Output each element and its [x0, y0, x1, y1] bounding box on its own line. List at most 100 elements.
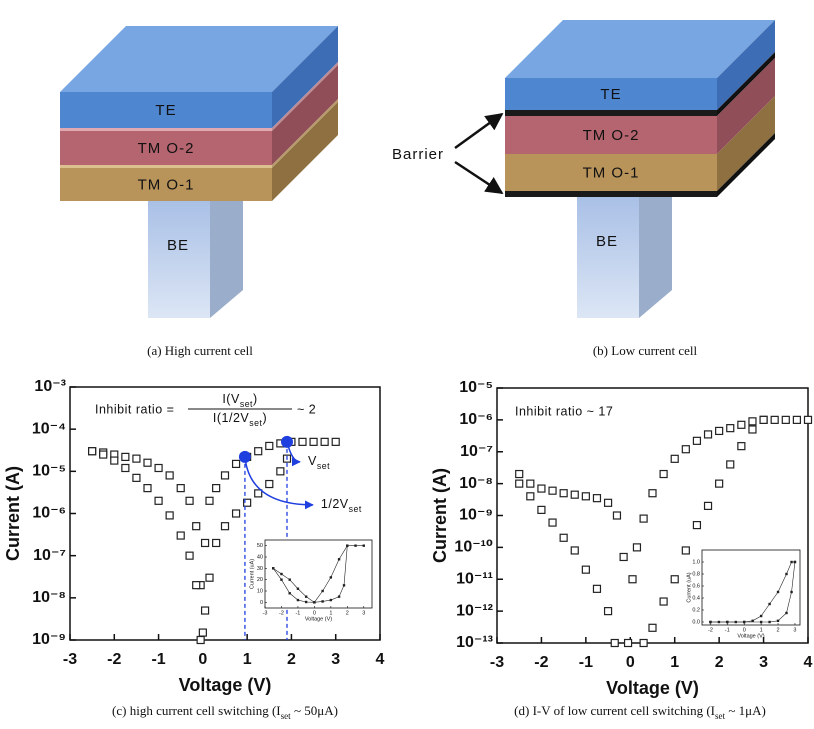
data-point	[581, 565, 590, 574]
data-point	[781, 415, 790, 424]
data-point	[592, 494, 602, 503]
highlight-arrow	[244, 456, 314, 510]
data-point	[603, 498, 613, 507]
data-point	[196, 635, 205, 645]
data-point	[192, 581, 201, 590]
inset-point	[296, 587, 300, 590]
layer-front	[60, 92, 272, 128]
layer-front	[60, 168, 272, 201]
inset-frame	[701, 549, 801, 626]
layer-side	[272, 65, 338, 165]
data-point	[132, 454, 141, 463]
data-point	[692, 436, 702, 445]
x-axis-title: Voltage (V)	[606, 678, 699, 698]
layer-side	[717, 58, 775, 154]
data-point	[703, 430, 713, 439]
inset-point	[726, 620, 729, 624]
data-point	[220, 471, 230, 480]
inset-y-tick-label: 0.0	[692, 619, 700, 625]
x-tick-label: 1	[243, 651, 252, 668]
inset-point	[759, 614, 763, 618]
inset-y-tick-label: 50	[257, 543, 263, 549]
layer-label: TM O-2	[583, 127, 640, 144]
inset-x-tick-label: -1	[725, 627, 730, 633]
y-tick-label: 10⁻⁷	[33, 547, 66, 564]
data-point	[212, 484, 221, 493]
inset-y-tick-label: 30	[257, 566, 263, 572]
layer-side	[272, 26, 338, 128]
ratio-denominator: I(1/2Vset)	[213, 411, 267, 428]
data-point	[570, 546, 579, 555]
x-tick-label: -3	[490, 654, 504, 671]
pillar-side	[639, 197, 672, 318]
x-tick-label: -1	[579, 654, 593, 671]
x-tick-label: 4	[804, 654, 813, 671]
inset-point	[288, 592, 291, 595]
inset-y-tick-label: 0.8	[692, 571, 700, 577]
inset-point	[709, 620, 712, 624]
data-point	[770, 415, 779, 424]
data-point	[212, 538, 221, 548]
data-point	[612, 511, 622, 520]
highlight-label-part: 1/2V	[321, 497, 349, 511]
inset-x-tick-label: -3	[263, 610, 268, 616]
inset-y-tick-label: 0.2	[692, 607, 700, 613]
layer-side	[717, 133, 775, 197]
data-point	[231, 509, 241, 518]
y-tick-label: 10⁻¹¹	[456, 570, 493, 587]
layer-front	[60, 165, 272, 168]
data-point	[320, 437, 329, 446]
data-point	[715, 426, 724, 436]
data-point	[205, 573, 214, 582]
data-point	[648, 623, 657, 632]
data-point	[198, 628, 207, 637]
data-point	[570, 490, 579, 499]
data-point	[559, 533, 568, 542]
data-point	[121, 452, 130, 461]
data-point	[331, 437, 340, 446]
layer-side	[272, 62, 338, 131]
data-point	[298, 437, 307, 446]
inset-x-tick-label: -2	[279, 610, 284, 616]
y-tick-label: 10⁻⁷	[460, 443, 493, 460]
data-point	[670, 575, 679, 584]
x-tick-label: -2	[534, 654, 548, 671]
data-point	[88, 447, 97, 456]
layer-front	[505, 78, 717, 110]
data-point	[231, 459, 241, 469]
inset-y-tick-label: 40	[257, 554, 263, 560]
y-tick-label: 10⁻³	[34, 378, 66, 395]
y-tick-label: 10⁻¹²	[456, 602, 493, 619]
layer-front	[505, 154, 717, 191]
data-point	[692, 520, 702, 530]
ratio-numerator-part: set	[240, 399, 253, 409]
data-point	[526, 479, 535, 488]
data-point	[639, 638, 648, 648]
inset-point	[321, 600, 324, 603]
layer-side	[272, 102, 338, 201]
data-point	[581, 492, 590, 501]
data-point	[254, 489, 263, 498]
data-point	[715, 479, 724, 488]
data-point	[659, 469, 668, 479]
caption-part: ~ 50μA)	[291, 703, 338, 718]
pillar-side	[210, 201, 243, 318]
y-tick-label: 10⁻⁹	[32, 631, 66, 648]
y-tick-label: 10⁻⁹	[459, 507, 493, 524]
x-tick-label: -2	[107, 651, 121, 668]
layer-side	[272, 99, 338, 168]
barrier-arrow	[454, 160, 504, 195]
y-tick-label: 10⁻⁶	[32, 505, 66, 522]
inset-point	[759, 620, 763, 624]
inset-point	[776, 619, 780, 622]
inset-point	[362, 544, 365, 547]
layer-front	[60, 131, 272, 165]
barrier-label: Barrier	[392, 146, 444, 163]
layer-label: TE	[600, 86, 621, 103]
inset-x-tick-label: 0	[313, 610, 316, 616]
x-tick-label: -3	[63, 651, 77, 668]
inset-point	[280, 572, 283, 576]
data-point	[670, 454, 679, 463]
data-point	[165, 471, 174, 480]
highlight-label: 1/2Vset	[321, 497, 362, 514]
